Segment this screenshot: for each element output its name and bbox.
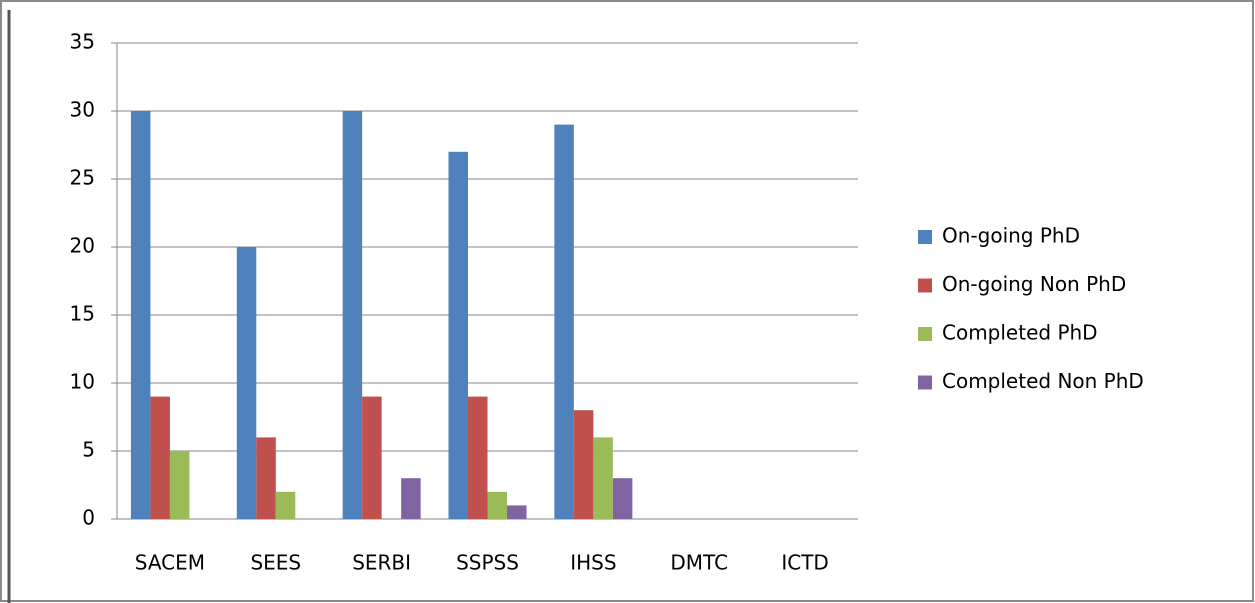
legend-label: On-going PhD: [942, 224, 1080, 248]
x-tick-label: ICTD: [781, 551, 828, 575]
legend: On-going PhD On-going Non PhD Completed Ph…: [918, 224, 1144, 393]
bar: [612, 478, 633, 519]
bar: [362, 396, 382, 519]
y-tick-label: 15: [70, 302, 95, 326]
y-tick-label: 0: [82, 506, 95, 530]
bar: [468, 396, 488, 519]
bar: [256, 437, 276, 519]
legend-label: Completed Non PhD: [942, 369, 1144, 393]
y-tick-label: 5: [82, 438, 95, 462]
y-tick-label: 25: [70, 166, 95, 190]
legend-swatch: [918, 375, 932, 390]
bar: [448, 151, 468, 520]
bar: [507, 505, 527, 519]
x-tick-label: SEES: [250, 551, 301, 575]
legend-swatch: [918, 278, 932, 293]
y-tick-label: 20: [70, 234, 95, 258]
bar: [342, 111, 363, 519]
bar: [275, 491, 296, 519]
bar: [593, 437, 613, 519]
y-tick-label: 35: [70, 30, 95, 54]
x-tick-label: DMTC: [670, 551, 728, 575]
y-tick-label: 30: [70, 98, 95, 122]
bar: [401, 478, 421, 519]
x-tick-label: IHSS: [570, 551, 616, 575]
x-tick-label: SACEM: [135, 551, 205, 575]
legend-swatch: [918, 327, 932, 341]
x-tick-label: SERBI: [352, 551, 411, 575]
y-tick-label: 10: [70, 370, 95, 394]
bar: [169, 451, 190, 519]
bar: [236, 247, 257, 519]
bar: [150, 396, 170, 519]
legend-label: Completed PhD: [942, 321, 1098, 345]
legend-label: On-going Non PhD: [942, 272, 1126, 296]
bar: [130, 111, 151, 519]
x-tick-label: SSPSS: [456, 551, 519, 575]
bar: [487, 491, 507, 519]
bar: [573, 410, 594, 519]
bar: [554, 124, 574, 519]
legend-swatch: [918, 230, 932, 244]
